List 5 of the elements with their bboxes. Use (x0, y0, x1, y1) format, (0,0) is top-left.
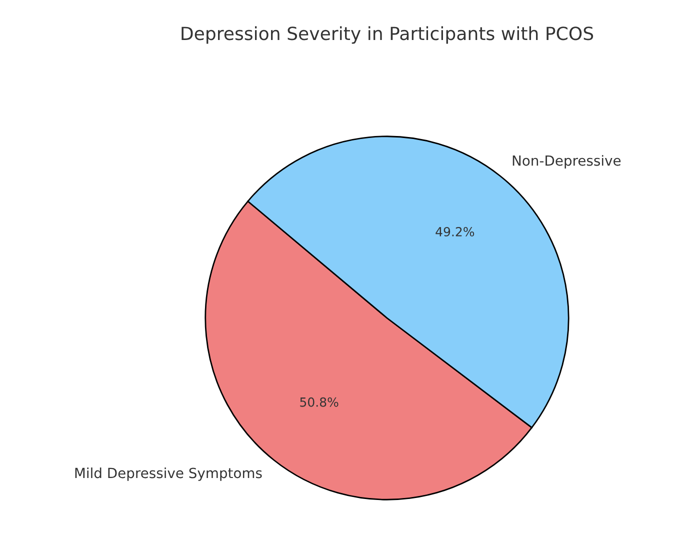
slice-label: Mild Depressive Symptoms (75, 467, 262, 481)
data-label: 50.8% (300, 397, 338, 407)
slice-label: Non-Depressive (512, 155, 621, 169)
data-label: 49.2% (436, 226, 474, 236)
chart-title: Depression Severity in Participants with PCOS (182, 26, 594, 44)
